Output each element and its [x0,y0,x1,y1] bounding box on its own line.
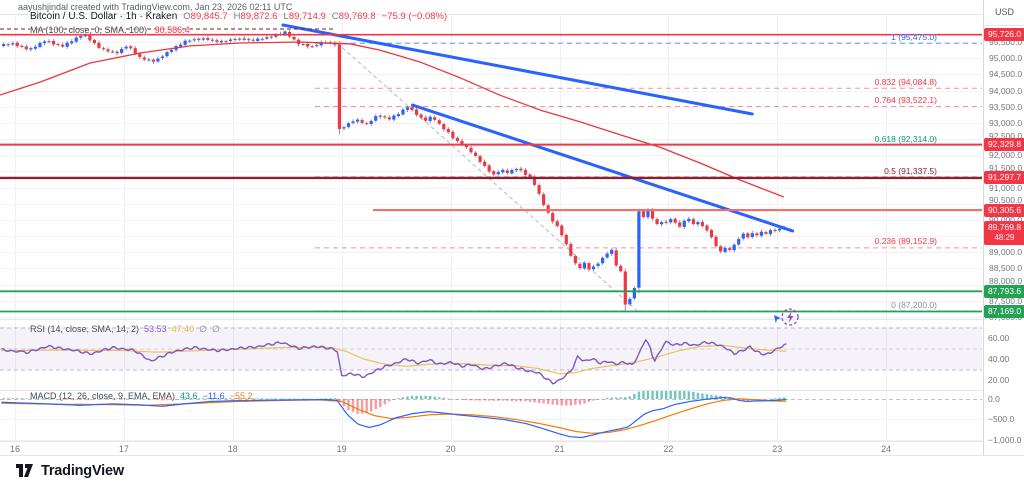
attribution-text: aayushjindal created with TradingView.co… [18,2,293,12]
symbol-title[interactable]: Bitcoin / U.S. Dollar · 1h · Kraken [30,11,178,22]
price-tag: 92,329.8 [984,138,1024,152]
price-tick: 87,500.0 [989,295,1023,306]
ma-value: 90,586.4 [154,25,190,35]
rsi-scale-tick: 40.00 [988,354,1010,364]
macd-value: −55.2 [229,391,253,401]
price-tick: 91,000.0 [989,182,1023,193]
price-tick: 92,000.0 [989,150,1023,161]
ohlc-L: L89,714.9 [283,11,326,22]
rsi-scale-tick: 60.00 [988,333,1010,343]
ma-label: MA (100, close, 0, SMA, 100) [30,25,148,35]
ohlc-values: O89,845.7 H89,872.6 L89,714.9 C89,769.8 −75.… [177,11,447,22]
price-tag: 87,793.6 [984,284,1024,298]
rsi-value: ∅ [211,324,220,334]
time-label: 24 [881,444,892,454]
flash-action-icon[interactable] [770,304,802,330]
macd-scale-tick: −500.0 [988,414,1015,425]
time-label: 22 [663,444,674,454]
price-tick: 90,000.0 [989,214,1023,225]
ma-legend[interactable]: MA (100, close, 0, SMA, 100) 90,586.4 [30,25,190,35]
price-tick: 95,500.0 [989,36,1023,47]
tradingview-logo[interactable]: TradingView [14,460,124,481]
price-tick: 93,500.0 [989,101,1023,112]
price-tag: 90,305.6 [984,203,1024,217]
price-tick: 92,500.0 [989,131,1023,142]
change-value: −75.9 (−0.08%) [381,11,448,22]
price-tick: 93,000.0 [989,117,1023,128]
rsi-label: RSI (14, close, SMA, 14, 2) [30,324,140,334]
rsi-value: 53.53 [144,324,167,334]
fib-label: 0.832 (94,084.8) [874,76,937,87]
rsi-legend[interactable]: RSI (14, close, SMA, 14, 2) 53.53 47.40 ∅ ∅ [30,324,220,335]
time-scale[interactable]: 16 17 18 19 20 21 22 23 24 [0,442,983,456]
fib-label: 0.618 (92,314.0) [874,134,937,145]
rsi-value: ∅ [199,324,207,334]
macd-label: MACD (12, 26, close, 9, EMA, EMA) [30,391,176,401]
price-tag: 95,726.0 [984,28,1024,42]
price-tick: 94,000.0 [989,85,1023,96]
fib-label: 0 (87,200.0) [891,299,937,310]
fib-label: 0.5 (91,337.5) [884,165,937,176]
time-label: 21 [554,444,565,454]
macd-legend[interactable]: MACD (12, 26, close, 9, EMA, EMA) 43.6 −11… [30,391,252,401]
price-tick: 88,500.0 [989,263,1023,274]
price-tick: 95,000.0 [989,53,1023,64]
time-label: 23 [772,444,783,454]
ohlc-C: C89,769.8 [331,11,376,22]
fib-label: 0.764 (93,522.1) [874,94,937,105]
time-label: 17 [118,444,129,454]
rsi-value: 47.40 [171,324,195,334]
price-tick: 94,500.0 [989,69,1023,80]
macd-values: 43.6 −11.6 −55.2 [175,391,252,401]
current-price-tag: 89,769.8 48:29 [984,221,1024,246]
time-label: 16 [9,444,20,454]
price-tick: 89,000.0 [989,247,1023,258]
time-label: 18 [227,444,238,454]
price-tick: 91,500.0 [989,163,1023,174]
price-tick: 88,000.0 [989,275,1023,286]
macd-value: −11.6 [202,391,225,401]
rsi-scale-tick: 20.00 [988,375,1010,385]
symbol-legend[interactable]: Bitcoin / U.S. Dollar · 1h · Kraken O89,8… [30,11,447,22]
fib-label: 1 (95,475.0) [891,31,937,42]
macd-scale-tick: 0.0 [988,394,1000,404]
current-price-countdown: 48:29 [994,233,1015,243]
time-label: 19 [336,444,347,454]
footer-bar: TradingView [0,456,1024,488]
price-tick: 90,500.0 [989,194,1023,205]
ohlc-H: H89,872.6 [233,11,278,22]
tradingview-logo-text: TradingView [41,462,124,479]
ohlc-O: O89,845.7 [183,11,228,22]
rsi-values: 53.53 47.40 ∅ ∅ [139,324,220,334]
price-tag: 91,297.7 [984,171,1024,185]
fib-label: 0.236 (89,152.9) [874,236,937,247]
price-tag: 87,169.0 [984,305,1024,319]
tradingview-logo-icon [16,464,33,477]
macd-scale-tick: −1,000.0 [988,434,1022,445]
macd-value: 43.6 [180,391,198,401]
current-price-value: 89,769.8 [987,222,1022,233]
price-scale-currency: USD [984,0,1024,26]
price-scale[interactable]: USD 95,500.0 95,000.0 94,500.0 94,000.0 93,5… [983,0,1024,455]
time-label: 20 [445,444,456,454]
